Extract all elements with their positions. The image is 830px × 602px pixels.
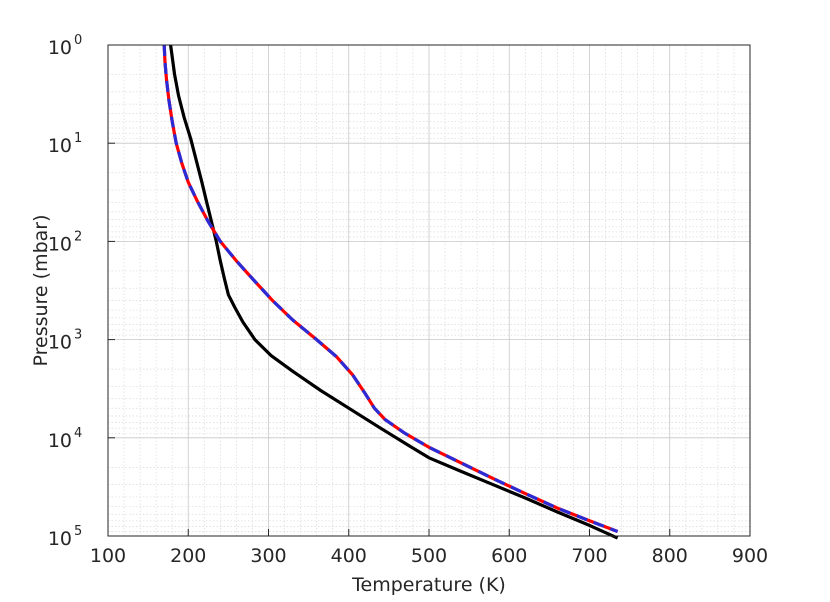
- y-tick-label: 10 5: [48, 524, 82, 550]
- y-tick-label-exponent: 1: [74, 131, 82, 146]
- y-tick-label-base: 10: [48, 332, 72, 354]
- x-tick-label: 600: [491, 545, 527, 567]
- y-tick-label-exponent: 4: [74, 426, 82, 441]
- y-tick-label-base: 10: [48, 528, 72, 550]
- series-layer: [162, 44, 619, 540]
- series-line-1: [169, 44, 619, 540]
- x-tick-label: 400: [331, 545, 367, 567]
- y-axis-label: Pressure (mbar): [30, 214, 52, 366]
- y-tick-label-base: 10: [48, 233, 72, 255]
- x-tick-label: 500: [411, 545, 447, 567]
- x-tick-label: 300: [250, 545, 286, 567]
- y-tick-label: 10 4: [48, 426, 82, 452]
- y-tick-label-base: 10: [48, 135, 72, 157]
- y-tick-label-exponent: 2: [74, 229, 82, 244]
- x-tick-label: 700: [571, 545, 607, 567]
- x-tick-label: 800: [652, 545, 688, 567]
- y-tick-label-exponent: 5: [74, 524, 82, 539]
- y-tick-label: 10 1: [48, 131, 82, 157]
- x-tick-label: 100: [90, 545, 126, 567]
- y-tick-label-exponent: 0: [74, 33, 82, 48]
- series-line-3: [162, 44, 619, 533]
- y-tick-label-exponent: 3: [74, 328, 82, 343]
- x-axis-label: Temperature (K): [351, 574, 506, 596]
- x-tick-label: 900: [732, 545, 768, 567]
- y-tick-label-base: 10: [48, 37, 72, 59]
- y-tick-label-base: 10: [48, 430, 72, 452]
- axis-ticks: [107, 44, 751, 537]
- minor-grid: [108, 45, 750, 536]
- y-tick-label: 10 0: [48, 33, 82, 59]
- y-tick-label: 10 2: [48, 229, 82, 255]
- x-tick-labels: 100 200 300 400 500 600 700 800 900: [90, 545, 768, 567]
- x-tick-label: 200: [170, 545, 206, 567]
- y-tick-label: 10 3: [48, 328, 82, 354]
